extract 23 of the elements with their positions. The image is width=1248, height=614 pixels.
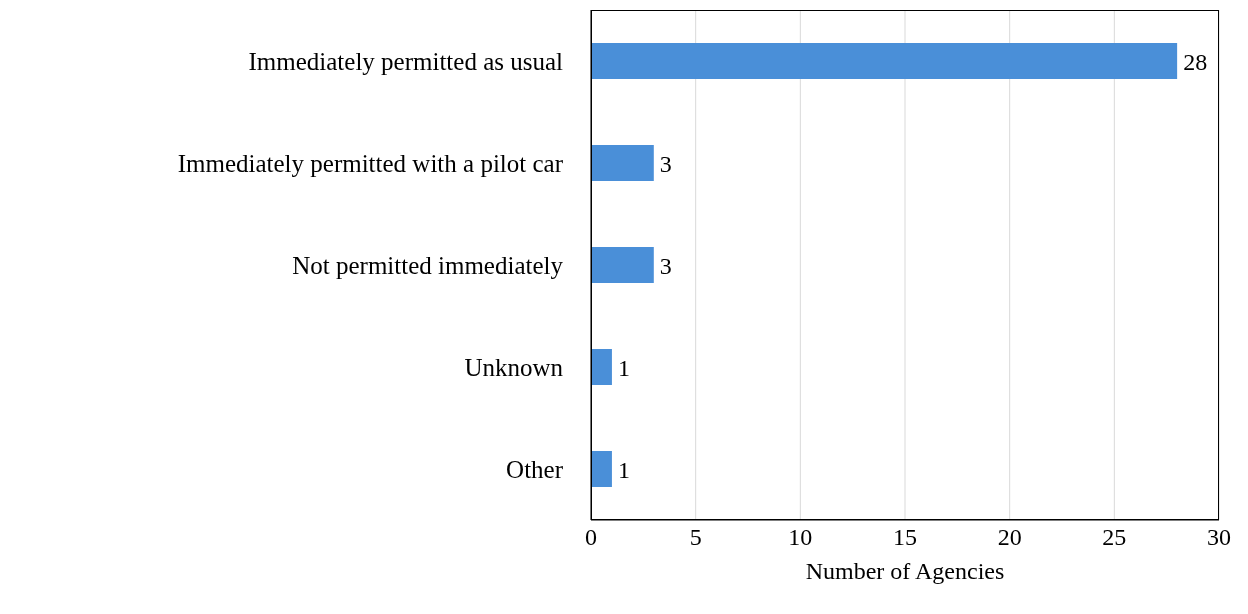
x-tick-label: 20 (997, 524, 1022, 551)
x-tick-label: 10 (788, 524, 813, 551)
bar (591, 451, 612, 487)
x-tick-label: 0 (585, 524, 597, 551)
x-tick-label: 30 (1207, 524, 1231, 551)
x-axis-title: Number of Agencies (805, 558, 1005, 585)
y-tick-label: Immediately permitted with a pilot car (177, 149, 564, 177)
data-label: 3 (659, 150, 672, 177)
data-label: 1 (617, 354, 630, 381)
x-tick-label: 15 (893, 524, 917, 551)
data-label: 3 (659, 252, 672, 279)
bar (591, 145, 654, 181)
x-tick-label: 25 (1102, 524, 1127, 551)
x-tick-label: 5 (689, 524, 702, 551)
y-tick-label: Immediately permitted as usual (248, 47, 564, 75)
bar (591, 349, 612, 385)
y-tick-label: Not permitted immediately (292, 251, 564, 279)
bar (591, 43, 1178, 79)
y-tick-label: Other (506, 455, 564, 483)
bar (591, 247, 654, 283)
y-tick-label: Unknown (464, 353, 564, 381)
data-label: 28 (1183, 48, 1208, 75)
data-label: 1 (617, 456, 630, 483)
